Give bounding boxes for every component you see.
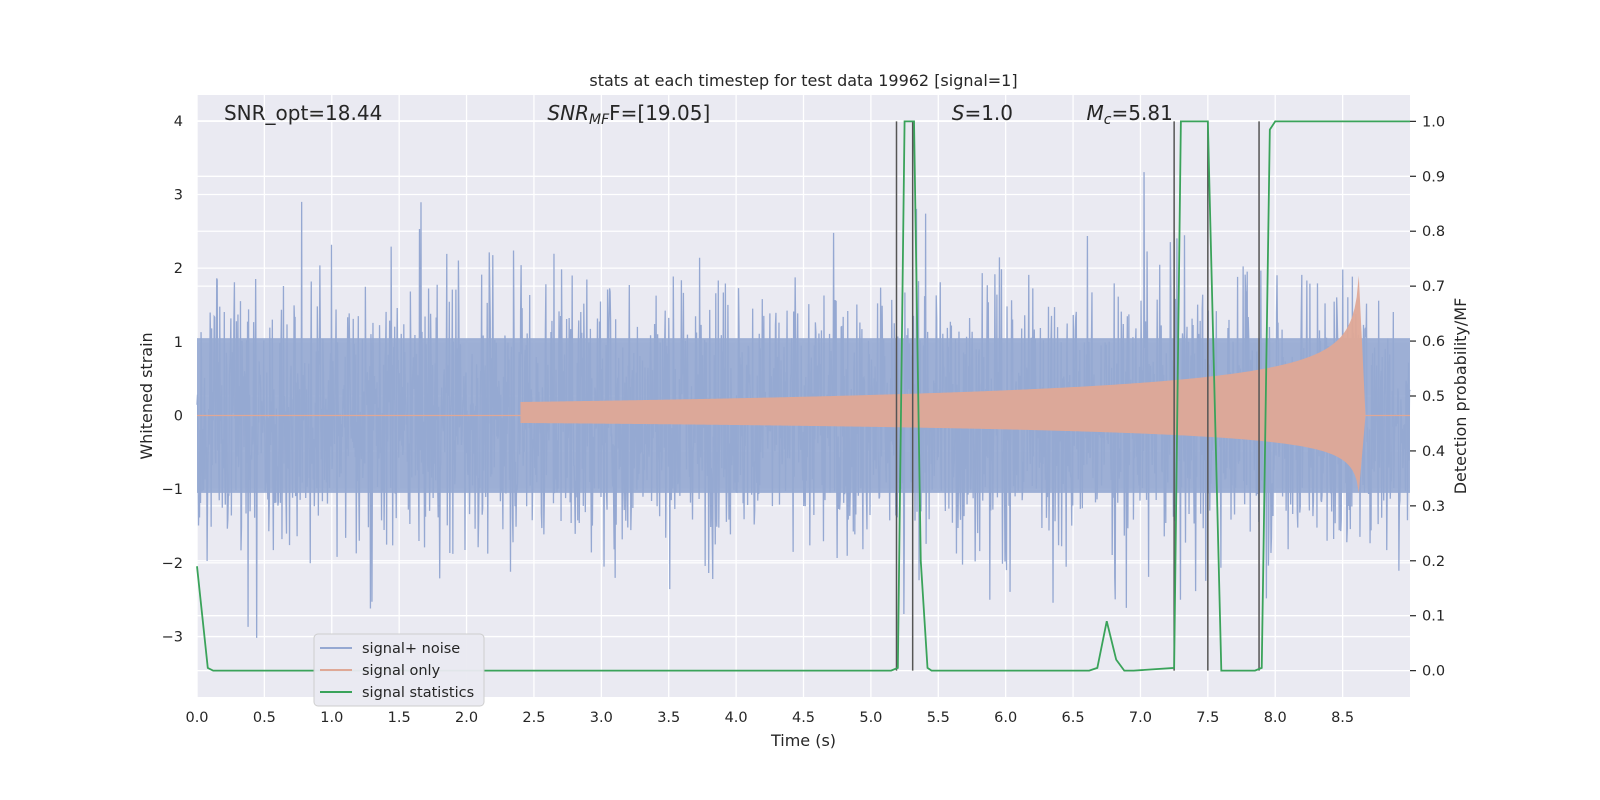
y-tick-label: −3 bbox=[162, 630, 183, 646]
x-tick-label: 1.0 bbox=[320, 710, 343, 726]
x-tick-label: 2.0 bbox=[455, 710, 478, 726]
annotation-main: SNR_opt=18.44 bbox=[224, 101, 382, 125]
annotation: S=1.0 bbox=[952, 101, 1013, 125]
y2-tick-label: 0.2 bbox=[1422, 554, 1445, 570]
annotation-subscript: c bbox=[1104, 112, 1112, 128]
y-tick-label: 1 bbox=[174, 335, 183, 351]
annotation-suffix: F=[19.05] bbox=[609, 101, 710, 125]
chart-title: stats at each timestep for test data 199… bbox=[589, 71, 1017, 90]
annotation-suffix: =5.81 bbox=[1112, 101, 1173, 125]
x-tick-label: 2.5 bbox=[522, 710, 545, 726]
legend-label: signal statistics bbox=[362, 685, 474, 701]
legend: signal+ noise signal only signal statistic… bbox=[313, 633, 485, 707]
signal-chirp bbox=[520, 275, 1366, 493]
y-tick-label: 3 bbox=[174, 187, 183, 203]
series-signal-only bbox=[197, 275, 1410, 493]
y-axis-ticks: 4 3 2 1 0 −1 −2 −3 bbox=[162, 114, 183, 646]
y2-tick-label: 0.6 bbox=[1422, 334, 1445, 350]
annotation-main: M bbox=[1087, 101, 1104, 125]
x-tick-label: 7.0 bbox=[1129, 710, 1152, 726]
x-tick-label: 7.5 bbox=[1196, 710, 1219, 726]
y2-tick-label: 0.0 bbox=[1422, 664, 1445, 680]
x-tick-label: 6.5 bbox=[1062, 710, 1085, 726]
y2-tick-label: 0.1 bbox=[1422, 609, 1445, 625]
y2-tick-label: 0.7 bbox=[1422, 279, 1445, 295]
annotation: SNR_opt=18.44 bbox=[224, 101, 382, 125]
x-tick-label: 4.5 bbox=[792, 710, 815, 726]
annotation-main: SNR bbox=[547, 101, 589, 125]
y2-axis-label: Detection probability/MF bbox=[1451, 298, 1470, 495]
x-tick-label: 5.5 bbox=[927, 710, 950, 726]
y2-tick-label: 0.4 bbox=[1422, 444, 1445, 460]
annotation-subscript: MF bbox=[589, 112, 610, 128]
x-tick-label: 4.0 bbox=[725, 710, 748, 726]
y-tick-label: 4 bbox=[174, 114, 183, 130]
annotations: SNR_opt=18.44 SNRMFF=[19.05] S=1.0 Mc=5.81 bbox=[224, 101, 1173, 128]
y2-tick-label: 0.8 bbox=[1422, 224, 1445, 240]
annotation-main: S bbox=[952, 101, 965, 125]
y2-axis-ticks: 1.0 0.9 0.8 0.7 0.6 0.5 0.4 0.3 0.2 0.1 0.0 bbox=[1410, 114, 1445, 680]
y-tick-label: −1 bbox=[162, 482, 183, 498]
y2-tick-label: 0.3 bbox=[1422, 499, 1445, 515]
x-tick-label: 3.5 bbox=[657, 710, 680, 726]
x-tick-label: 0.5 bbox=[253, 710, 276, 726]
x-tick-label: 1.5 bbox=[388, 710, 411, 726]
annotation-suffix: =1.0 bbox=[964, 101, 1013, 125]
x-axis-label: Time (s) bbox=[770, 731, 836, 750]
annotation: Mc=5.81 bbox=[1087, 101, 1173, 128]
x-tick-label: 5.0 bbox=[859, 710, 882, 726]
x-tick-label: 0.0 bbox=[185, 710, 208, 726]
x-tick-label: 3.0 bbox=[590, 710, 613, 726]
y-tick-label: 0 bbox=[174, 409, 183, 425]
y-tick-label: 2 bbox=[174, 261, 183, 277]
series-signal-statistics bbox=[196, 120, 1410, 672]
x-axis-ticks: 0.0 0.5 1.0 1.5 2.0 2.5 3.0 3.5 4.0 4.5 5.0 5.5 6.0 6… bbox=[185, 710, 1354, 726]
x-tick-label: 8.0 bbox=[1264, 710, 1287, 726]
legend-box bbox=[313, 633, 485, 707]
legend-label: signal+ noise bbox=[362, 641, 460, 657]
y-tick-label: −2 bbox=[162, 556, 183, 572]
y2-tick-label: 1.0 bbox=[1422, 114, 1445, 130]
annotation: SNRMFF=[19.05] bbox=[547, 101, 710, 128]
y-axis-label: Whitened strain bbox=[137, 332, 156, 459]
vertical-markers bbox=[895, 121, 1260, 671]
x-tick-label: 8.5 bbox=[1331, 710, 1354, 726]
x-tick-label: 6.0 bbox=[994, 710, 1017, 726]
probability-line bbox=[196, 120, 1410, 672]
y2-tick-label: 0.5 bbox=[1422, 389, 1445, 405]
legend-label: signal only bbox=[362, 663, 441, 679]
y2-tick-label: 0.9 bbox=[1422, 169, 1445, 185]
